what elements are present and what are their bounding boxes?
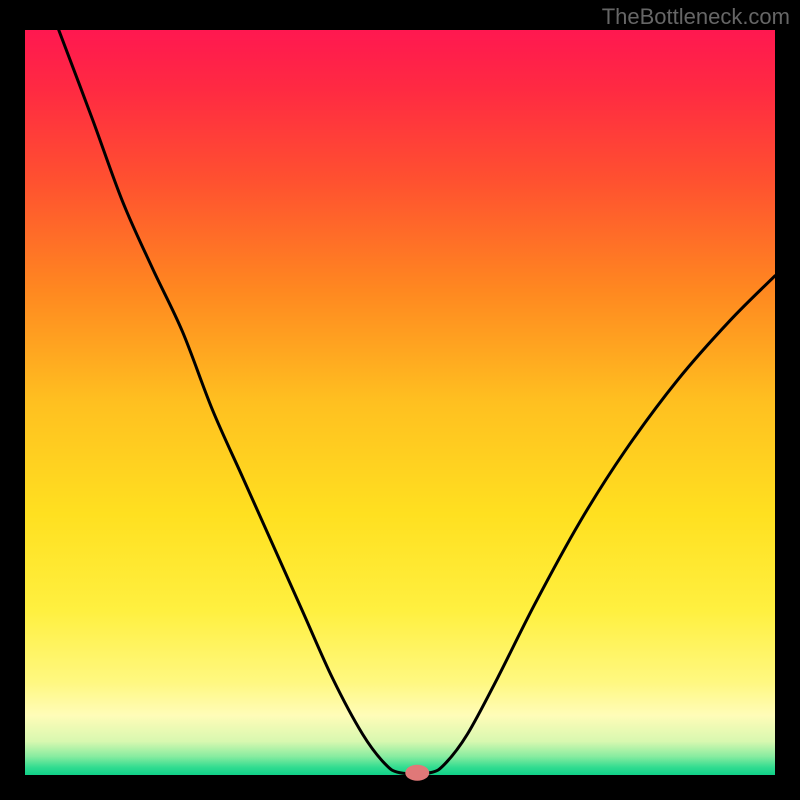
bottleneck-chart [0,0,800,800]
optimal-marker [405,765,429,781]
plot-background [25,30,775,775]
chart-container: TheBottleneck.com [0,0,800,800]
